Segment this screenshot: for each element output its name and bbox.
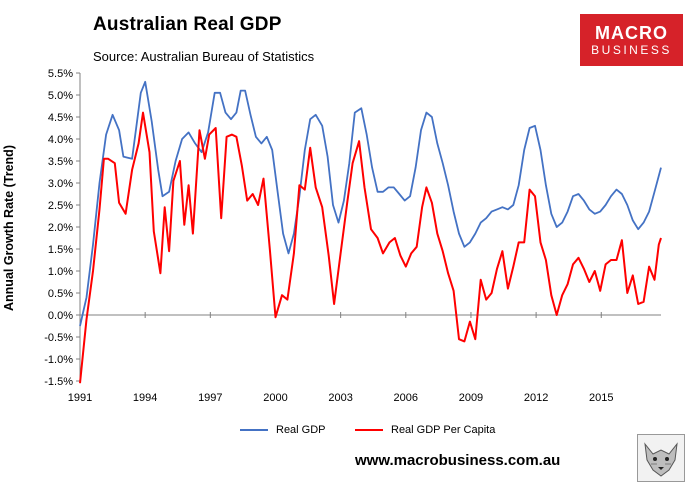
macrobusiness-logo: MACRO BUSINESS xyxy=(580,14,683,66)
legend-label-gdp: Real GDP xyxy=(276,424,326,436)
y-tick-label: 4.5% xyxy=(48,112,73,124)
y-tick-label: 2.5% xyxy=(48,200,73,212)
legend-swatch-gdp xyxy=(240,429,268,431)
x-tick-label: 2003 xyxy=(328,392,352,404)
y-tick-label: 0.5% xyxy=(48,288,73,300)
legend-swatch-per-capita xyxy=(355,429,383,431)
y-tick-label: 5.5% xyxy=(48,68,73,80)
chart-title: Australian Real GDP xyxy=(93,14,282,35)
x-tick-label: 2000 xyxy=(263,392,287,404)
chart-axes: -1.5% -1.0% -0.5% 0.0% 0.5% 1.0% 1.5% 2.0% 2.5% 3… xyxy=(44,68,661,404)
x-tick-label: 2006 xyxy=(394,392,418,404)
series-line-real-gdp xyxy=(79,80,662,327)
y-tick-label: 3.0% xyxy=(48,178,73,190)
y-tick-label: 1.5% xyxy=(48,244,73,256)
series-line-real-gdp-per-capita xyxy=(79,111,662,384)
y-tick-label: 4.0% xyxy=(48,134,73,146)
website-url: www.macrobusiness.com.au xyxy=(355,452,561,469)
legend-label-per-capita: Real GDP Per Capita xyxy=(391,424,496,436)
y-tick-label: 3.5% xyxy=(48,156,73,168)
x-tick-label: 1991 xyxy=(68,392,92,404)
chart-series xyxy=(79,80,662,384)
y-tick-label: 1.0% xyxy=(48,266,73,278)
logo-line-1: MACRO xyxy=(595,23,668,43)
wolf-icon xyxy=(637,434,685,482)
y-tick-label: 2.0% xyxy=(48,222,73,234)
chart-source: Source: Australian Bureau of Statistics xyxy=(93,49,315,64)
x-tick-label: 2009 xyxy=(459,392,483,404)
y-tick-label: 5.0% xyxy=(48,90,73,102)
y-tick-label: -1.0% xyxy=(44,354,73,366)
y-tick-label: -0.5% xyxy=(44,332,73,344)
logo-line-2: BUSINESS xyxy=(591,43,672,57)
x-tick-label: 2012 xyxy=(524,392,548,404)
chart-legend: Real GDP Real GDP Per Capita xyxy=(0,424,696,440)
x-tick-label: 2015 xyxy=(589,392,613,404)
legend-item-per-capita: Real GDP Per Capita xyxy=(355,424,495,436)
y-tick-label: -1.5% xyxy=(44,376,73,388)
x-tick-label: 1997 xyxy=(198,392,222,404)
legend-item-gdp: Real GDP xyxy=(240,424,326,436)
x-tick-label: 1994 xyxy=(133,392,157,404)
y-tick-label: 0.0% xyxy=(48,310,73,322)
